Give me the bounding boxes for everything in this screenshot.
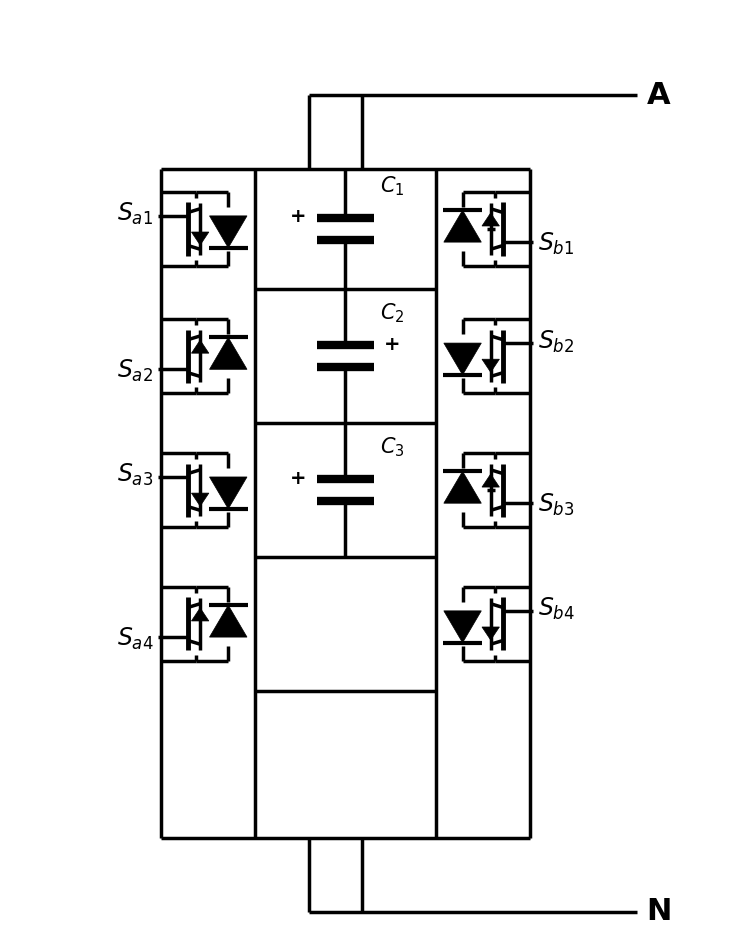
Text: $C_3$: $C_3$	[380, 435, 405, 460]
Polygon shape	[482, 213, 499, 226]
Polygon shape	[444, 471, 481, 503]
Polygon shape	[210, 337, 247, 369]
Polygon shape	[482, 474, 499, 487]
Text: +: +	[384, 335, 401, 353]
Polygon shape	[210, 216, 247, 248]
Text: $S_{b3}$: $S_{b3}$	[537, 492, 574, 518]
Polygon shape	[444, 211, 481, 243]
Text: $S_{b4}$: $S_{b4}$	[537, 596, 575, 622]
Text: +: +	[290, 208, 307, 227]
Text: $C_1$: $C_1$	[380, 175, 405, 198]
Polygon shape	[210, 605, 247, 637]
Polygon shape	[192, 232, 209, 245]
Text: $S_{b1}$: $S_{b1}$	[537, 230, 574, 257]
Polygon shape	[192, 494, 209, 506]
Polygon shape	[444, 343, 481, 375]
Text: $S_{a2}$: $S_{a2}$	[117, 358, 154, 384]
Polygon shape	[482, 359, 499, 372]
Text: N: N	[647, 898, 672, 926]
Text: +: +	[290, 468, 307, 488]
Text: $S_{a4}$: $S_{a4}$	[117, 626, 154, 651]
Text: $S_{b2}$: $S_{b2}$	[537, 328, 574, 354]
Text: $S_{a3}$: $S_{a3}$	[117, 462, 154, 489]
Polygon shape	[444, 611, 481, 643]
Polygon shape	[192, 608, 209, 621]
Polygon shape	[210, 477, 247, 509]
Polygon shape	[482, 627, 499, 640]
Text: $S_{a1}$: $S_{a1}$	[117, 201, 154, 227]
Polygon shape	[192, 340, 209, 353]
Text: $C_2$: $C_2$	[380, 302, 405, 325]
Text: A: A	[647, 81, 670, 110]
